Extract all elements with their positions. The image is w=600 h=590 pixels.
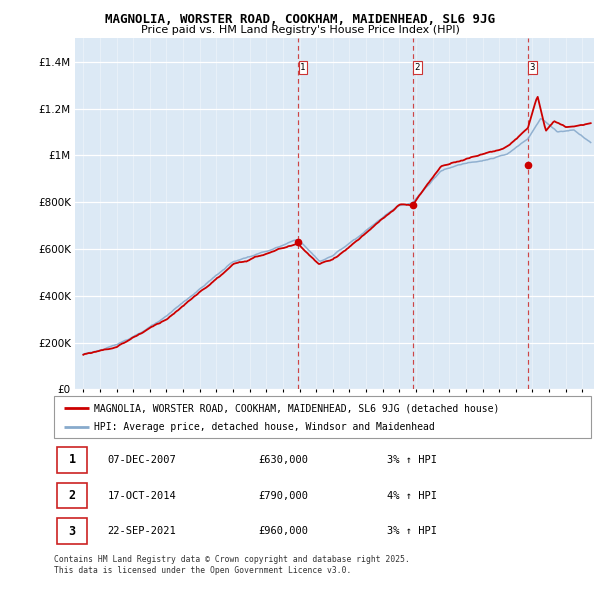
FancyBboxPatch shape	[56, 483, 87, 509]
Text: 2: 2	[68, 489, 76, 502]
Text: MAGNOLIA, WORSTER ROAD, COOKHAM, MAIDENHEAD, SL6 9JG (detached house): MAGNOLIA, WORSTER ROAD, COOKHAM, MAIDENH…	[94, 403, 500, 413]
Text: 3: 3	[68, 525, 76, 537]
Text: 07-DEC-2007: 07-DEC-2007	[108, 455, 176, 465]
Text: Contains HM Land Registry data © Crown copyright and database right 2025.: Contains HM Land Registry data © Crown c…	[54, 555, 410, 563]
Text: 22-SEP-2021: 22-SEP-2021	[108, 526, 176, 536]
Text: HPI: Average price, detached house, Windsor and Maidenhead: HPI: Average price, detached house, Wind…	[94, 422, 435, 432]
Text: 17-OCT-2014: 17-OCT-2014	[108, 490, 176, 500]
Text: 3: 3	[530, 63, 535, 72]
Text: Price paid vs. HM Land Registry's House Price Index (HPI): Price paid vs. HM Land Registry's House …	[140, 25, 460, 35]
Text: MAGNOLIA, WORSTER ROAD, COOKHAM, MAIDENHEAD, SL6 9JG: MAGNOLIA, WORSTER ROAD, COOKHAM, MAIDENH…	[105, 13, 495, 26]
Text: £630,000: £630,000	[258, 455, 308, 465]
Text: £960,000: £960,000	[258, 526, 308, 536]
Text: 1: 1	[68, 453, 76, 466]
FancyBboxPatch shape	[56, 518, 87, 544]
Text: This data is licensed under the Open Government Licence v3.0.: This data is licensed under the Open Gov…	[54, 566, 352, 575]
Text: 4% ↑ HPI: 4% ↑ HPI	[387, 490, 437, 500]
Text: 3% ↑ HPI: 3% ↑ HPI	[387, 526, 437, 536]
Text: 3% ↑ HPI: 3% ↑ HPI	[387, 455, 437, 465]
Text: £790,000: £790,000	[258, 490, 308, 500]
FancyBboxPatch shape	[54, 396, 591, 438]
Text: 2: 2	[415, 63, 420, 72]
Text: 1: 1	[300, 63, 305, 72]
FancyBboxPatch shape	[56, 447, 87, 473]
